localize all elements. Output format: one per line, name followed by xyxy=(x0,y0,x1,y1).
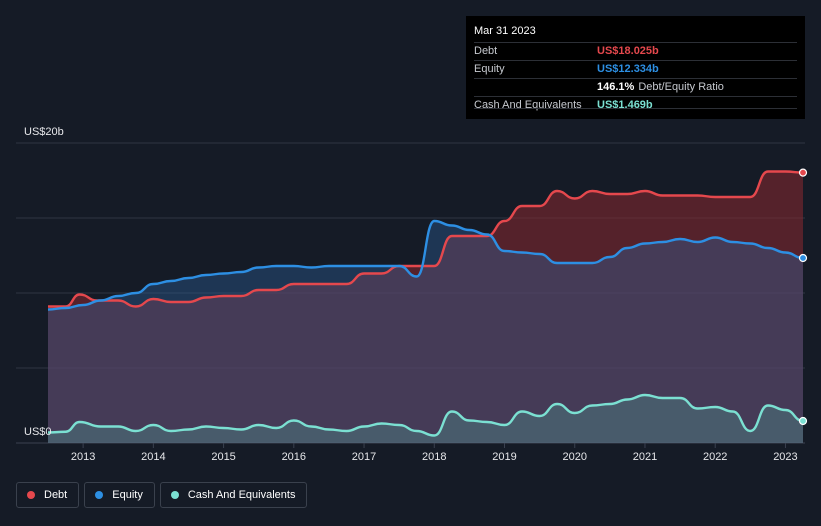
end-marker-cash-and-equivalents xyxy=(798,416,808,426)
legend-item-debt[interactable]: Debt xyxy=(16,482,80,508)
x-tick-label: 2014 xyxy=(141,451,165,463)
tooltip-debt-label: Debt xyxy=(474,45,498,57)
legend-dot-equity-icon xyxy=(95,491,104,499)
series-areas xyxy=(48,171,803,443)
legend-item-equity[interactable]: Equity xyxy=(84,482,155,508)
x-tick-label: 2015 xyxy=(211,451,235,463)
series-lines xyxy=(47,170,804,437)
x-tick-label: 2013 xyxy=(71,451,95,463)
area-equity xyxy=(48,221,803,443)
end-marker-debt xyxy=(798,168,808,177)
y-tick-label-top: US$20b xyxy=(24,126,64,138)
legend-dot-debt-icon xyxy=(27,491,35,499)
tooltip-row-equity: Equity US$12.334b xyxy=(474,60,797,78)
x-tick-label: 2022 xyxy=(703,451,727,463)
series-end-markers xyxy=(798,168,808,426)
tooltip-ratio-label xyxy=(474,79,597,96)
end-marker-equity xyxy=(798,253,808,263)
x-tick-label: 2017 xyxy=(352,451,376,463)
legend-dot-cash-icon xyxy=(170,491,179,499)
x-tick-label: 2018 xyxy=(422,451,446,463)
tooltip-debt-value: US$18.025b xyxy=(597,45,659,57)
x-tick-label: 2021 xyxy=(633,451,657,463)
tooltip-cash-label: Cash And Equivalents xyxy=(474,99,582,111)
chart-legend: Debt Equity Cash And Equivalents xyxy=(16,482,308,508)
legend-label-equity: Equity xyxy=(112,489,143,501)
area-cash-and-equivalents xyxy=(48,395,803,443)
y-tick-label-bottom: US$0 xyxy=(24,426,52,438)
legend-label-cash: Cash And Equivalents xyxy=(187,489,296,501)
x-axis-ticks: 2013 2014 2015 2016 2017 2018 2019 2020 2021 2022… xyxy=(71,443,798,463)
area-debt xyxy=(48,171,803,443)
tooltip-row-debt: Debt US$18.025b xyxy=(474,42,797,60)
tooltip-row-cash: Cash And Equivalents US$1.469b xyxy=(474,96,797,114)
tooltip-equity-value: US$12.334b xyxy=(597,63,659,75)
tooltip-row-ratio: 146.1% Debt/Equity Ratio xyxy=(474,78,797,96)
tooltip-divider xyxy=(474,108,797,109)
x-tick-label: 2016 xyxy=(282,451,306,463)
tooltip-cash-value: US$1.469b xyxy=(597,99,653,111)
legend-label-debt: Debt xyxy=(44,489,68,501)
tooltip-ratio-value: 146.1% xyxy=(597,81,635,93)
tooltip-panel: Mar 31 2023 Debt US$18.025b Equity US$12… xyxy=(466,16,805,119)
x-tick-label: 2023 xyxy=(773,451,797,463)
tooltip-equity-label: Equity xyxy=(474,63,505,75)
x-tick-label: 2020 xyxy=(563,451,587,463)
tooltip-date: Mar 31 2023 xyxy=(474,25,536,37)
line-cash-and-equivalents xyxy=(47,393,804,437)
line-equity xyxy=(47,219,804,311)
legend-item-cash[interactable]: Cash And Equivalents xyxy=(159,482,308,508)
tooltip-ratio-extra: Debt/Equity Ratio xyxy=(638,81,724,93)
line-debt xyxy=(48,170,804,308)
x-tick-label: 2019 xyxy=(492,451,516,463)
